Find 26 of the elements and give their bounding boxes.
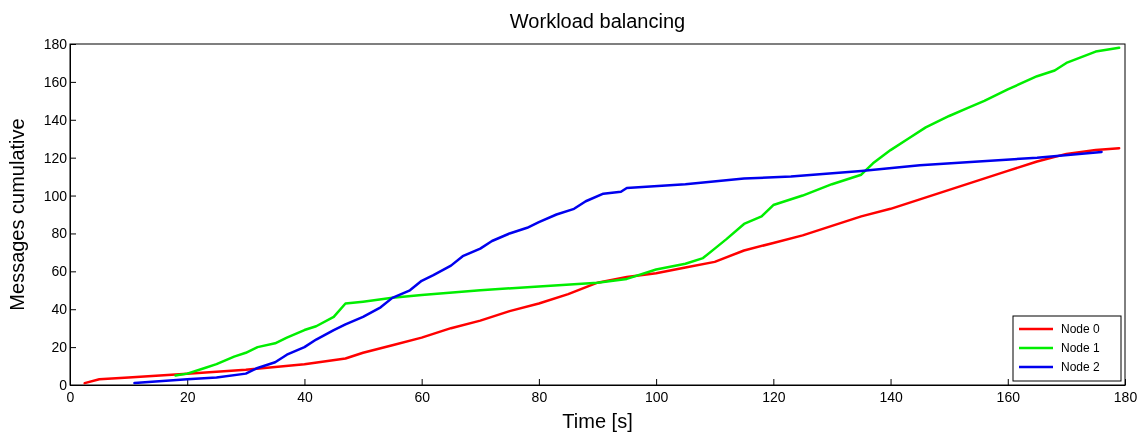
x-tick-label: 160	[996, 389, 1021, 405]
y-tick-label: 140	[43, 111, 68, 128]
y-tick-label: 100	[43, 187, 68, 204]
x-tick-label: 20	[179, 389, 196, 405]
x-axis-title: Time [s]	[562, 410, 633, 432]
x-tick-label: 60	[414, 389, 431, 405]
x-tick-label: 80	[531, 389, 548, 405]
legend-label: Node 1	[1061, 341, 1101, 355]
y-tick-label: 180	[43, 35, 68, 52]
y-axis-title: Messages cumulative	[6, 118, 28, 311]
legend-label: Node 0	[1061, 322, 1101, 336]
y-tick-label: 60	[51, 263, 68, 280]
y-tick-label: 0	[59, 376, 68, 393]
y-tick-label: 120	[43, 149, 68, 166]
legend-label: Node 2	[1061, 360, 1101, 374]
line-series	[174, 46, 1121, 377]
x-tick-label: 140	[879, 389, 903, 405]
x-tick-label: 100	[644, 389, 669, 405]
y-tick-label: 20	[51, 339, 68, 356]
chart-title: Workload balancing	[509, 10, 686, 32]
y-tick-label: 80	[51, 225, 68, 242]
y-tick-label: 160	[43, 73, 68, 90]
x-tick-label: 180	[1113, 389, 1138, 405]
x-tick-label: 120	[762, 389, 786, 405]
x-tick-label: 40	[297, 389, 313, 405]
y-tick-label: 40	[51, 301, 68, 318]
